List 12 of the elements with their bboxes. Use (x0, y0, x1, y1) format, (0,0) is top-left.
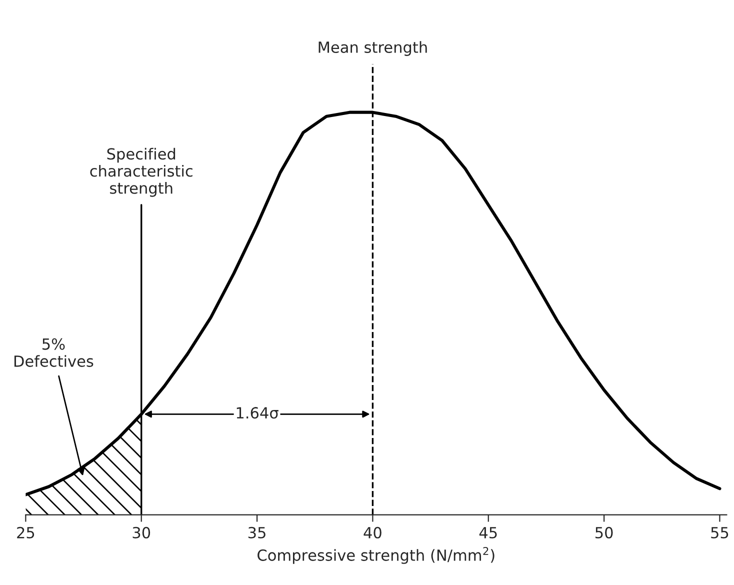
annotation: 1.64σ (236, 407, 278, 419)
ref-line-label: Mean strength (318, 41, 427, 56)
x-tick-label: 25 (17, 526, 34, 538)
x-tick-label: 50 (596, 526, 613, 538)
x-tick-label: 40 (364, 526, 382, 538)
x-axis-title: Compressive strength (N/mm$^{2}$) (258, 546, 494, 564)
x-tick-label: 35 (248, 526, 266, 538)
x-tick-label: 55 (711, 527, 728, 538)
ref-line-label: Specified characteristic strength (90, 148, 192, 197)
annotation: 5% Defectives (14, 338, 94, 367)
x-tick-label: 45 (479, 527, 497, 538)
x-tick-label: 30 (132, 526, 150, 538)
